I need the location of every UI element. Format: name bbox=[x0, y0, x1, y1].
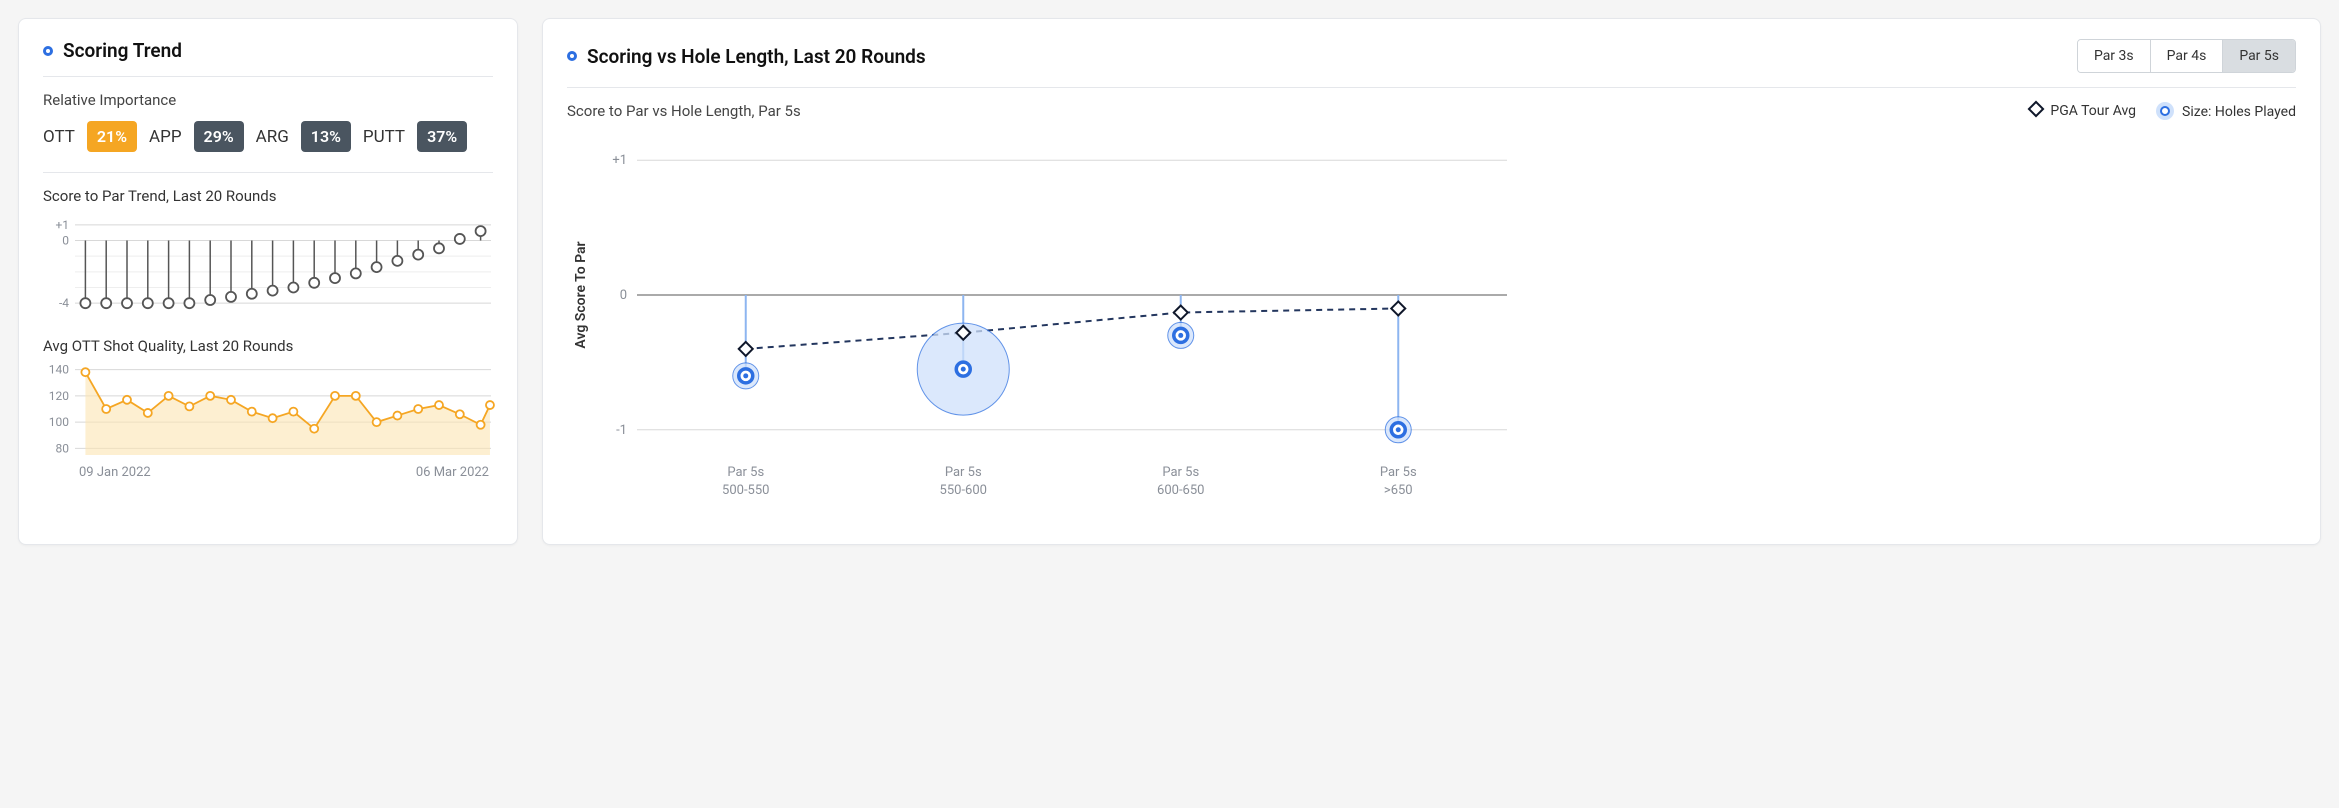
legend-pga-label: PGA Tour Avg bbox=[2050, 103, 2136, 119]
importance-badge: 37% bbox=[417, 121, 467, 152]
divider bbox=[567, 87, 2296, 88]
svg-text:0: 0 bbox=[62, 234, 69, 248]
divider bbox=[43, 172, 493, 173]
importance-label: Relative Importance bbox=[43, 91, 493, 109]
importance-badge: 13% bbox=[301, 121, 351, 152]
diamond-icon bbox=[2028, 101, 2045, 118]
svg-text:600-650: 600-650 bbox=[1157, 483, 1204, 498]
tab-par-5s[interactable]: Par 5s bbox=[2222, 40, 2295, 72]
scoring-trend-card: Scoring Trend Relative Importance OTT 21%… bbox=[18, 18, 518, 545]
legend-size-label: Size: Holes Played bbox=[2182, 104, 2296, 120]
legend-pga-item: PGA Tour Avg bbox=[2030, 103, 2136, 119]
chart-subtitle: Score to Par vs Hole Length, Par 5s bbox=[567, 102, 801, 120]
card-header-row: Scoring vs Hole Length, Last 20 Rounds P… bbox=[567, 39, 2296, 73]
score-vs-length-chart: Avg Score To Par -1 0 +1 Par 5s 500-550 Par 5s… bbox=[567, 120, 1527, 520]
card-title-text: Scoring Trend bbox=[63, 39, 182, 62]
title-bullet-icon bbox=[43, 46, 53, 56]
card-title: Scoring Trend bbox=[43, 39, 493, 62]
trend-chart-title: Score to Par Trend, Last 20 Rounds bbox=[43, 187, 493, 205]
svg-text:Par 5s: Par 5s bbox=[945, 465, 982, 480]
ott-x-axis-labels: 09 Jan 2022 06 Mar 2022 bbox=[43, 463, 493, 480]
x-axis-end-date: 06 Mar 2022 bbox=[416, 465, 489, 480]
svg-text:120: 120 bbox=[49, 389, 69, 403]
svg-text:Par 5s: Par 5s bbox=[1380, 465, 1417, 480]
svg-text:500-550: 500-550 bbox=[722, 483, 769, 498]
importance-category-label: APP bbox=[149, 127, 182, 147]
svg-text:>650: >650 bbox=[1384, 483, 1413, 498]
svg-text:80: 80 bbox=[56, 441, 70, 455]
importance-row: OTT 21% APP 29% ARG 13% PUTT 37% bbox=[43, 121, 493, 152]
svg-text:140: 140 bbox=[49, 363, 69, 377]
svg-text:Avg Score To Par: Avg Score To Par bbox=[573, 241, 589, 348]
tab-par-4s[interactable]: Par 4s bbox=[2150, 40, 2223, 72]
bubble-icon bbox=[2156, 102, 2174, 120]
chart-legend: PGA Tour Avg Size: Holes Played bbox=[2030, 102, 2296, 120]
svg-text:Par 5s: Par 5s bbox=[727, 465, 764, 480]
importance-category-label: ARG bbox=[256, 127, 289, 147]
card-title-text: Scoring vs Hole Length, Last 20 Rounds bbox=[587, 45, 926, 68]
svg-text:Par 5s: Par 5s bbox=[1162, 465, 1199, 480]
svg-text:+1: +1 bbox=[55, 218, 69, 232]
hole-length-card: Scoring vs Hole Length, Last 20 Rounds P… bbox=[542, 18, 2321, 545]
ott-quality-chart: 80 100 120 140 bbox=[43, 359, 495, 459]
importance-category-label: PUTT bbox=[363, 127, 405, 147]
svg-text:100: 100 bbox=[49, 415, 69, 429]
importance-badge: 29% bbox=[194, 121, 244, 152]
svg-text:550-600: 550-600 bbox=[940, 483, 987, 498]
svg-text:+1: +1 bbox=[612, 153, 627, 168]
card-title: Scoring vs Hole Length, Last 20 Rounds bbox=[567, 45, 926, 68]
title-bullet-icon bbox=[567, 51, 577, 61]
svg-text:-4: -4 bbox=[59, 296, 69, 310]
svg-text:0: 0 bbox=[620, 288, 627, 303]
svg-text:-1: -1 bbox=[616, 423, 627, 438]
score-trend-chart: -4 0 +1 bbox=[43, 209, 495, 319]
x-axis-start-date: 09 Jan 2022 bbox=[79, 465, 151, 480]
importance-category-label: OTT bbox=[43, 127, 75, 147]
importance-badge: 21% bbox=[87, 121, 137, 152]
tab-par-3s[interactable]: Par 3s bbox=[2078, 40, 2150, 72]
ott-chart-title: Avg OTT Shot Quality, Last 20 Rounds bbox=[43, 337, 493, 355]
divider bbox=[43, 76, 493, 77]
legend-size-item: Size: Holes Played bbox=[2156, 102, 2296, 120]
par-tab-group: Par 3sPar 4sPar 5s bbox=[2077, 39, 2296, 73]
